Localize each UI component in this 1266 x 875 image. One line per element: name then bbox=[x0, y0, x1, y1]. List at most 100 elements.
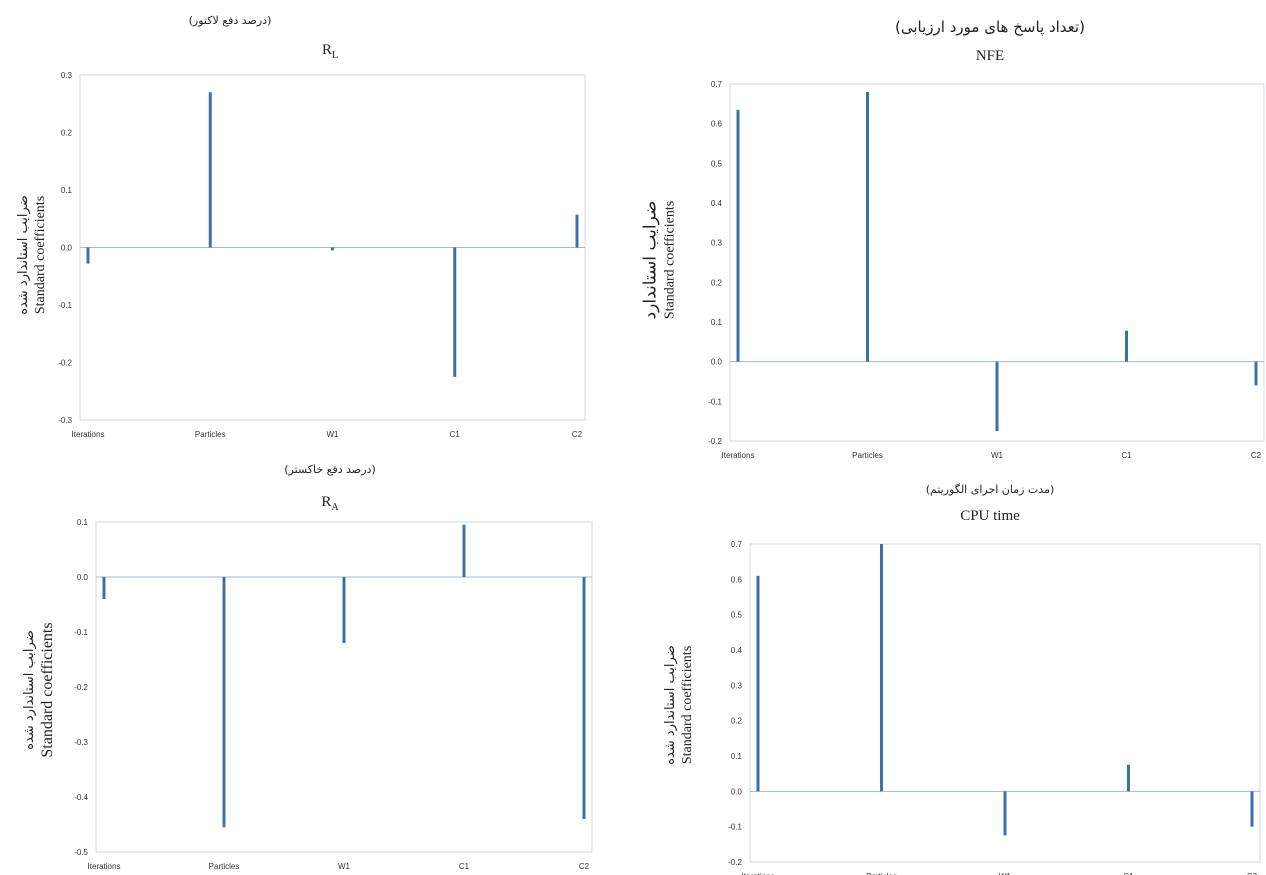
y-tick-label: 0.1 bbox=[711, 318, 723, 327]
x-tick-label: C2 bbox=[572, 430, 583, 439]
y-tick-label: 0.6 bbox=[711, 120, 723, 129]
y-tick-label: 0.0 bbox=[77, 573, 89, 582]
bar-c1 bbox=[453, 247, 457, 377]
bar-c2 bbox=[582, 577, 586, 819]
y-axis-label-fa: ضرایب استاندارد شده bbox=[663, 645, 679, 765]
bar-c1 bbox=[1125, 330, 1128, 362]
x-tick-label: Particles bbox=[852, 451, 883, 460]
bar-iterations bbox=[102, 577, 106, 599]
chart-title-text: NFE bbox=[975, 48, 1005, 64]
x-tick-label: W1 bbox=[327, 430, 340, 439]
x-tick-label: C2 bbox=[579, 862, 590, 871]
y-tick-label: 0.6 bbox=[731, 575, 743, 584]
x-tick-label: W1 bbox=[338, 862, 351, 871]
y-axis-label-fa: ضرایب استاندارد bbox=[640, 200, 661, 320]
chart-title-text: RL bbox=[321, 42, 339, 61]
y-axis-label: ضرایب استاندارد شده Standard coefficient… bbox=[663, 645, 697, 765]
chart-title-text: RA bbox=[321, 494, 339, 513]
x-tick-label: Particles bbox=[209, 862, 240, 871]
x-tick-label: Iterations bbox=[88, 862, 121, 871]
x-tick-label: C1 bbox=[450, 430, 461, 439]
x-tick-label: C1 bbox=[459, 862, 470, 871]
y-axis-label: ضرایب استاندارد شده Standard coefficient… bbox=[22, 622, 58, 757]
y-tick-label: 0.1 bbox=[77, 518, 89, 527]
chart-title: CPU time bbox=[930, 508, 1050, 525]
y-tick-label: 0.5 bbox=[731, 611, 743, 620]
y-tick-label: 0.2 bbox=[711, 278, 723, 287]
y-tick-label: 0.3 bbox=[61, 71, 73, 80]
plot-frame bbox=[749, 543, 1261, 863]
y-tick-label: -0.4 bbox=[74, 793, 88, 802]
y-tick-label: -0.2 bbox=[58, 359, 72, 368]
x-tick-label: C2 bbox=[1251, 451, 1262, 460]
chart-title-subscript: A bbox=[331, 502, 339, 513]
y-tick-label: 0.0 bbox=[711, 358, 723, 367]
bar-iterations bbox=[756, 575, 760, 792]
bar-c1 bbox=[462, 524, 466, 577]
y-tick-label: 0.2 bbox=[61, 129, 73, 138]
bar-w1 bbox=[1003, 791, 1007, 836]
x-tick-label: C1 bbox=[1121, 451, 1132, 460]
y-tick-label: -0.1 bbox=[74, 628, 88, 637]
bar-particles bbox=[866, 91, 869, 362]
y-axis-label: ضرایب استاندارد Standard coefficients bbox=[641, 201, 680, 320]
x-tick-label: Iterations bbox=[722, 451, 755, 460]
chart-title-fa: (درصد دفع خاکستر) bbox=[284, 463, 376, 476]
x-tick-label: Particles bbox=[195, 430, 226, 439]
y-tick-label: 0.1 bbox=[731, 752, 743, 761]
plot-frame bbox=[729, 83, 1265, 442]
y-tick-label: -0.1 bbox=[708, 397, 722, 406]
bar-w1 bbox=[342, 577, 346, 643]
y-tick-label: -0.2 bbox=[728, 858, 742, 867]
y-tick-label: 0.0 bbox=[731, 787, 743, 796]
bar-c2 bbox=[1254, 361, 1258, 386]
y-tick-label: -0.1 bbox=[728, 823, 742, 832]
y-tick-label: 0.2 bbox=[731, 717, 743, 726]
y-tick-label: -0.2 bbox=[74, 683, 88, 692]
bar-c2 bbox=[575, 214, 579, 248]
y-tick-label: 0.5 bbox=[711, 159, 723, 168]
chart-title-fa: (درصد دفع لاکتور) bbox=[188, 14, 272, 27]
y-axis-label-fa: ضرایب استاندارد شده bbox=[21, 630, 37, 750]
x-tick-label: W1 bbox=[999, 872, 1012, 875]
y-axis-label: ضرایب استاندارد شده Standard coefficient… bbox=[16, 195, 50, 315]
x-tick-label: C1 bbox=[1123, 872, 1134, 875]
chart-title-subscript: L bbox=[331, 50, 339, 61]
y-tick-label: 0.7 bbox=[711, 80, 723, 89]
bar-w1 bbox=[331, 247, 334, 251]
y-axis-label-en: Standard coefficients bbox=[680, 645, 696, 765]
y-tick-label: 0.0 bbox=[61, 244, 73, 253]
plot-frame bbox=[95, 521, 593, 853]
chart-title-fa: (تعداد پاسخ های مورد ارزیابی) bbox=[895, 18, 1085, 36]
x-tick-label: Iterations bbox=[72, 430, 105, 439]
chart-title: NFE bbox=[940, 48, 1040, 65]
y-tick-label: 0.7 bbox=[731, 540, 743, 549]
bar-c2 bbox=[1250, 791, 1254, 827]
y-tick-label: 0.4 bbox=[731, 646, 743, 655]
bar-particles bbox=[208, 92, 212, 248]
x-tick-label: Iterations bbox=[742, 872, 775, 875]
bar-particles bbox=[222, 577, 226, 828]
bar-w1 bbox=[995, 361, 999, 432]
chart-plot-cpu-time: 0.7 0.6 0.5 0.4 0.3 0.2 0.1 0.0 -0.1 -0.2 Iteratio… bbox=[728, 540, 1261, 875]
bar-iterations bbox=[736, 109, 740, 362]
chart-title: RL bbox=[280, 42, 380, 61]
y-tick-label: -0.1 bbox=[58, 301, 72, 310]
y-tick-label: -0.3 bbox=[58, 416, 72, 425]
bar-c1 bbox=[1127, 764, 1130, 792]
x-tick-label: Particles bbox=[866, 872, 897, 875]
y-axis-label-fa: ضرایب استاندارد شده bbox=[16, 195, 32, 315]
bar-particles bbox=[880, 544, 883, 792]
y-axis-label-en: Standard coefficients bbox=[662, 200, 678, 320]
y-tick-label: 0.3 bbox=[731, 681, 743, 690]
y-axis-label-en: Standard coefficients bbox=[39, 622, 57, 758]
chart-title: RA bbox=[280, 494, 380, 513]
y-tick-label: -0.3 bbox=[74, 738, 88, 747]
y-axis-label-en: Standard coefficients bbox=[33, 195, 49, 315]
y-tick-label: 0.4 bbox=[711, 199, 723, 208]
chart-plot-nfe: 0.7 0.6 0.5 0.4 0.3 0.2 0.1 0.0 -0.1 -0.2Iteratio… bbox=[708, 80, 1265, 460]
x-tick-label: W1 bbox=[991, 451, 1004, 460]
chart-title-text: CPU time bbox=[960, 508, 1020, 524]
